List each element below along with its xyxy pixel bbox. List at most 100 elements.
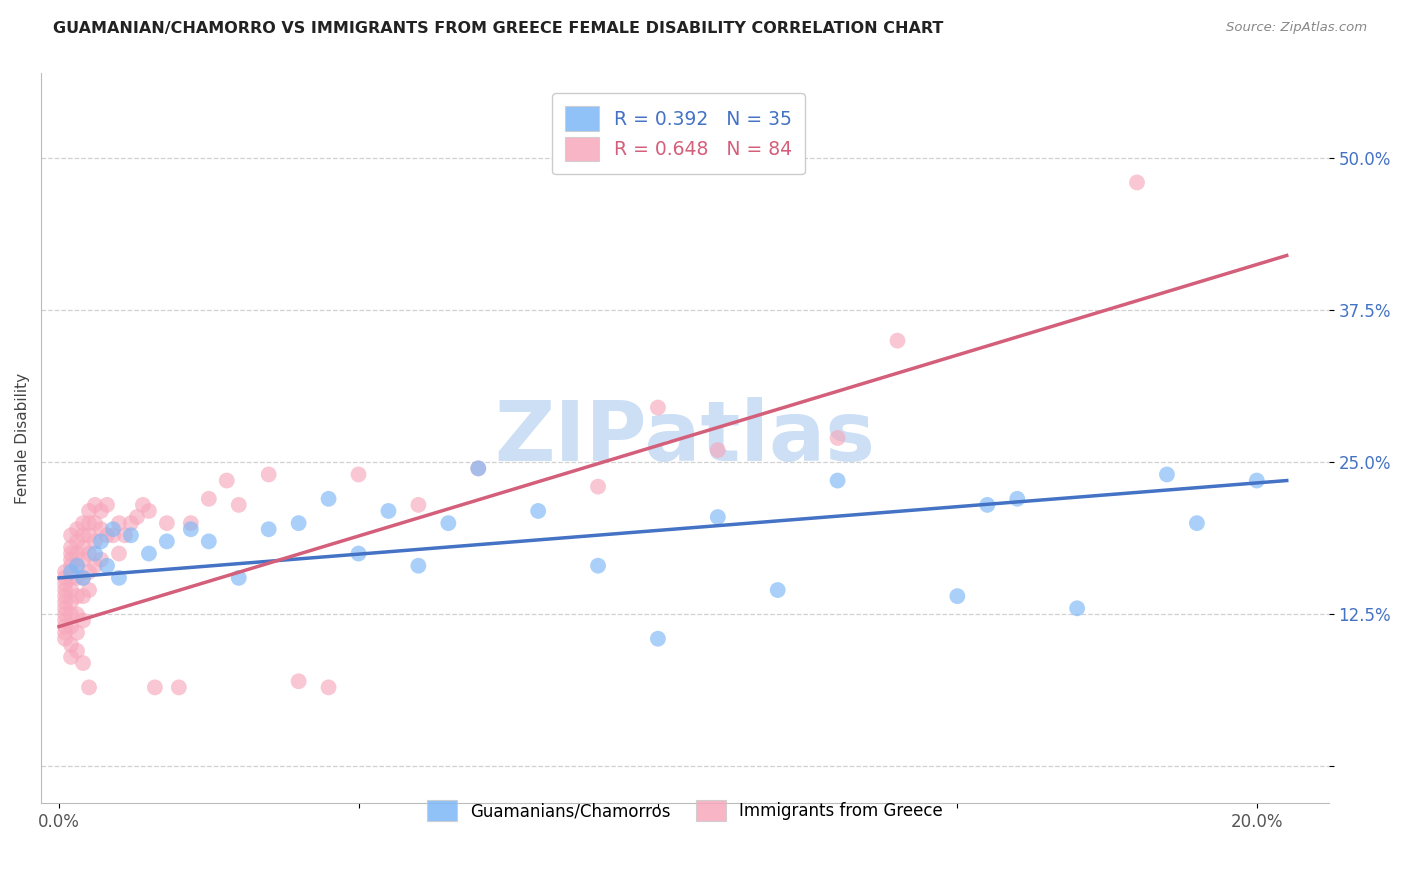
Point xyxy=(84,547,107,561)
Point xyxy=(318,681,340,695)
Point xyxy=(1126,176,1149,190)
Point xyxy=(437,516,460,530)
Point xyxy=(84,534,107,549)
Point xyxy=(72,589,94,603)
Point xyxy=(72,614,94,628)
Point xyxy=(53,607,76,622)
Point xyxy=(228,571,250,585)
Point xyxy=(215,474,238,488)
Point xyxy=(946,589,969,603)
Point xyxy=(77,516,100,530)
Point xyxy=(527,504,550,518)
Point xyxy=(766,582,789,597)
Point xyxy=(60,619,83,633)
Point xyxy=(66,558,89,573)
Point xyxy=(60,528,83,542)
Point xyxy=(467,461,489,475)
Point xyxy=(228,498,250,512)
Point xyxy=(408,498,430,512)
Point xyxy=(1185,516,1208,530)
Point xyxy=(77,582,100,597)
Point xyxy=(108,547,131,561)
Point xyxy=(77,681,100,695)
Point xyxy=(90,534,112,549)
Point xyxy=(707,510,730,524)
Point xyxy=(347,547,370,561)
Point xyxy=(108,516,131,530)
Point xyxy=(318,491,340,506)
Point xyxy=(53,632,76,646)
Point xyxy=(66,589,89,603)
Point xyxy=(90,552,112,566)
Point xyxy=(60,552,83,566)
Point xyxy=(287,674,309,689)
Point xyxy=(180,516,202,530)
Point xyxy=(72,656,94,670)
Point xyxy=(180,522,202,536)
Text: ZIPatlas: ZIPatlas xyxy=(495,398,876,478)
Text: Source: ZipAtlas.com: Source: ZipAtlas.com xyxy=(1226,21,1367,35)
Point xyxy=(66,534,89,549)
Point xyxy=(156,516,179,530)
Point xyxy=(114,528,136,542)
Point xyxy=(138,547,160,561)
Text: GUAMANIAN/CHAMORRO VS IMMIGRANTS FROM GREECE FEMALE DISABILITY CORRELATION CHART: GUAMANIAN/CHAMORRO VS IMMIGRANTS FROM GR… xyxy=(53,21,943,37)
Point xyxy=(60,607,83,622)
Point xyxy=(586,480,609,494)
Point xyxy=(1246,474,1268,488)
Point xyxy=(138,504,160,518)
Point xyxy=(287,516,309,530)
Point xyxy=(96,558,118,573)
Point xyxy=(84,558,107,573)
Point xyxy=(53,565,76,579)
Point xyxy=(90,504,112,518)
Point xyxy=(60,547,83,561)
Point xyxy=(1066,601,1088,615)
Point xyxy=(60,595,83,609)
Point xyxy=(90,522,112,536)
Point xyxy=(84,516,107,530)
Point xyxy=(647,401,669,415)
Point xyxy=(257,522,280,536)
Point xyxy=(120,516,142,530)
Point xyxy=(77,547,100,561)
Point xyxy=(976,498,998,512)
Point xyxy=(77,504,100,518)
Point xyxy=(77,528,100,542)
Point xyxy=(108,571,131,585)
Point xyxy=(53,625,76,640)
Point xyxy=(66,644,89,658)
Point xyxy=(66,522,89,536)
Point xyxy=(347,467,370,482)
Point xyxy=(197,491,219,506)
Point xyxy=(60,565,83,579)
Point xyxy=(72,541,94,555)
Point xyxy=(1007,491,1029,506)
Legend: Guamanians/Chamorros, Immigrants from Greece: Guamanians/Chamorros, Immigrants from Gr… xyxy=(413,787,956,835)
Point xyxy=(53,619,76,633)
Point xyxy=(53,595,76,609)
Point xyxy=(53,582,76,597)
Point xyxy=(1156,467,1178,482)
Point xyxy=(96,528,118,542)
Point xyxy=(66,625,89,640)
Point xyxy=(586,558,609,573)
Point xyxy=(60,638,83,652)
Point xyxy=(707,443,730,458)
Point xyxy=(197,534,219,549)
Point xyxy=(53,589,76,603)
Point xyxy=(408,558,430,573)
Point xyxy=(66,571,89,585)
Y-axis label: Female Disability: Female Disability xyxy=(15,372,30,503)
Point xyxy=(53,571,76,585)
Point xyxy=(60,582,83,597)
Point xyxy=(120,528,142,542)
Point xyxy=(72,516,94,530)
Point xyxy=(647,632,669,646)
Point xyxy=(53,601,76,615)
Point xyxy=(101,528,124,542)
Point xyxy=(66,547,89,561)
Point xyxy=(143,681,166,695)
Point xyxy=(72,571,94,585)
Point xyxy=(156,534,179,549)
